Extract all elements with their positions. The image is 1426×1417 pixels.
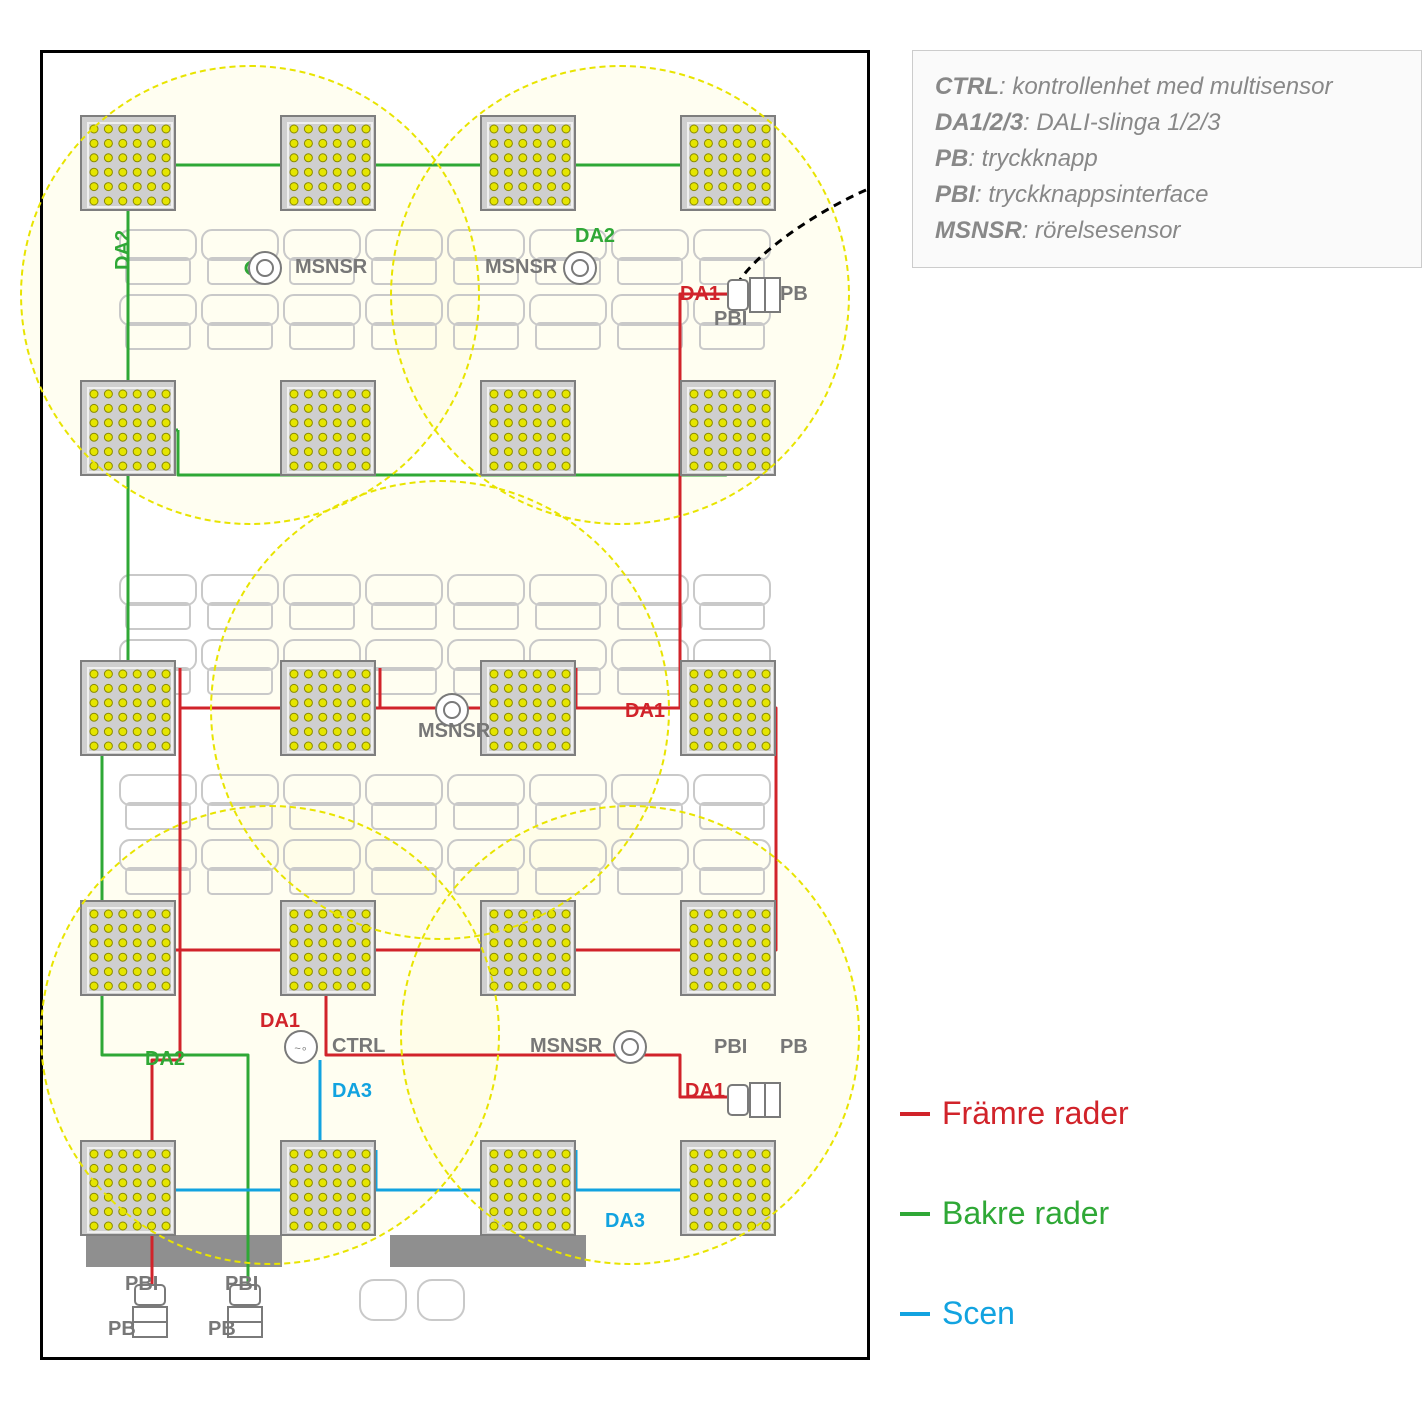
legend-row: Scen <box>900 1295 1015 1332</box>
wire-label: DA3 <box>332 1080 372 1103</box>
legend-row: Främre rader <box>900 1095 1129 1132</box>
led-panel <box>480 1140 576 1236</box>
wire-label: DA1 <box>625 700 665 723</box>
wire-label: DA1 <box>680 283 720 306</box>
led-panel <box>80 1140 176 1236</box>
pbi-label: PBI <box>714 308 747 331</box>
wire-label: DA3 <box>605 1210 645 1233</box>
diagram-root: ~∘MSNSRMSNSRMSNSRMSNSRCTRLPBIPBPBIPBPBIP… <box>20 20 1426 1417</box>
led-panel <box>80 115 176 211</box>
pb-label: PB <box>780 1036 808 1059</box>
sensor-label: MSNSR <box>530 1035 602 1058</box>
legend-text: Scen <box>942 1295 1015 1332</box>
legend-text: Bakre rader <box>942 1195 1109 1232</box>
abbreviation-box: CTRL: kontrollenhet med multisensorDA1/2… <box>912 50 1422 268</box>
led-panel <box>680 660 776 756</box>
pb-label: PB <box>208 1318 236 1341</box>
pb-label: PB <box>780 283 808 306</box>
wire-label: DA1 <box>685 1080 725 1103</box>
led-panel <box>480 380 576 476</box>
legend-swatch <box>900 1312 930 1316</box>
abbrev-line: PBI: tryckknappsinterface <box>935 177 1399 213</box>
led-panel <box>280 115 376 211</box>
led-panel <box>280 900 376 996</box>
led-panel <box>680 115 776 211</box>
led-panel <box>80 660 176 756</box>
ctrl-label: CTRL <box>332 1035 385 1058</box>
led-panel <box>80 380 176 476</box>
wire-label: DA2 <box>112 230 135 270</box>
legend-text: Främre rader <box>942 1095 1129 1132</box>
wire-label: DA2 <box>145 1048 185 1071</box>
led-panel <box>480 115 576 211</box>
led-panel <box>680 900 776 996</box>
pbi-label: PBI <box>225 1273 258 1296</box>
led-panel <box>680 380 776 476</box>
legend-swatch <box>900 1212 930 1216</box>
abbrev-line: DA1/2/3: DALI-slinga 1/2/3 <box>935 105 1399 141</box>
wire-label: DA2 <box>575 225 615 248</box>
abbrev-line: PB: tryckknapp <box>935 141 1399 177</box>
led-panel <box>280 380 376 476</box>
pbi-label: PBI <box>714 1036 747 1059</box>
pbi-label: PBI <box>125 1273 158 1296</box>
abbrev-line: CTRL: kontrollenhet med multisensor <box>935 69 1399 105</box>
led-panel <box>280 660 376 756</box>
led-panel <box>480 660 576 756</box>
sensor-label: MSNSR <box>485 256 557 279</box>
sensor-label: MSNSR <box>418 720 490 743</box>
sensor-label: MSNSR <box>295 256 367 279</box>
legend-swatch <box>900 1112 930 1116</box>
abbrev-line: MSNSR: rörelsesensor <box>935 213 1399 249</box>
wire-label: DA1 <box>260 1010 300 1033</box>
led-panel <box>80 900 176 996</box>
led-panel <box>480 900 576 996</box>
led-panel <box>680 1140 776 1236</box>
legend-row: Bakre rader <box>900 1195 1109 1232</box>
led-panel <box>280 1140 376 1236</box>
pb-label: PB <box>108 1318 136 1341</box>
